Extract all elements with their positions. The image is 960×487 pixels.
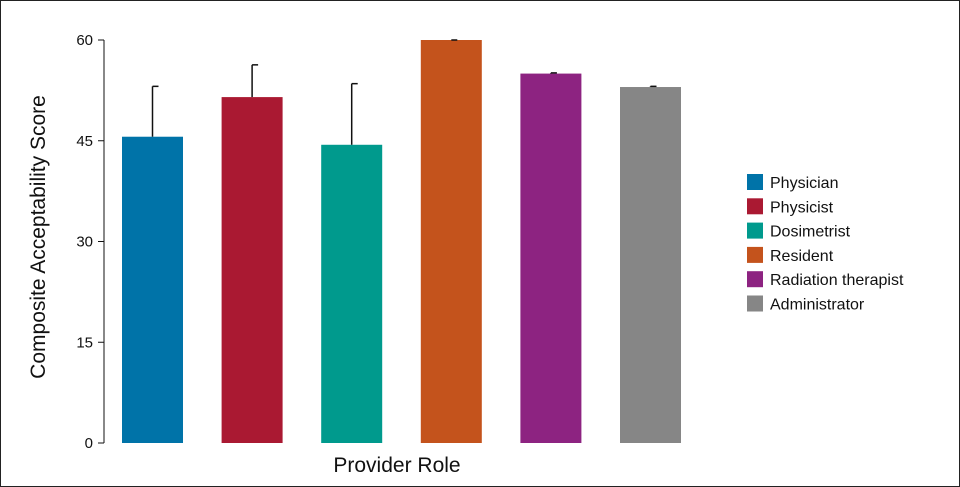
y-tick-label: 30: [76, 234, 93, 251]
bar-dosimetrist: [321, 144, 383, 443]
bar-physician: [122, 136, 183, 443]
legend-label: Administrator: [770, 297, 865, 314]
y-tick-label: 60: [76, 32, 93, 49]
y-axis: 0 15 30 45 60: [76, 32, 105, 452]
bar-administrator: [620, 87, 681, 444]
y-axis-title: Composite Acceptability Score: [27, 95, 50, 379]
legend: Physician Physicist Dosimetrist Resident Rad…: [747, 174, 904, 314]
legend-label: Resident: [770, 248, 834, 265]
legend-swatch: [747, 174, 763, 190]
y-tick-label: 45: [76, 133, 93, 150]
x-axis-title: Provider Role: [333, 454, 460, 477]
legend-swatch: [747, 222, 763, 239]
bar-resident: [420, 40, 482, 443]
legend-label: Physician: [770, 175, 838, 192]
bar-radiation-therapist: [520, 73, 582, 443]
y-tick-label: 0: [85, 435, 93, 452]
legend-label: Physicist: [770, 199, 834, 216]
legend-swatch: [747, 246, 763, 263]
legend-label: Radiation therapist: [770, 272, 904, 289]
legend-label: Dosimetrist: [770, 224, 851, 241]
bar-physicist: [221, 97, 283, 443]
y-tick-label: 15: [76, 334, 93, 351]
legend-swatch: [747, 295, 763, 312]
legend-swatch: [747, 271, 763, 288]
bars: [122, 39, 681, 444]
legend-swatch: [747, 198, 763, 215]
